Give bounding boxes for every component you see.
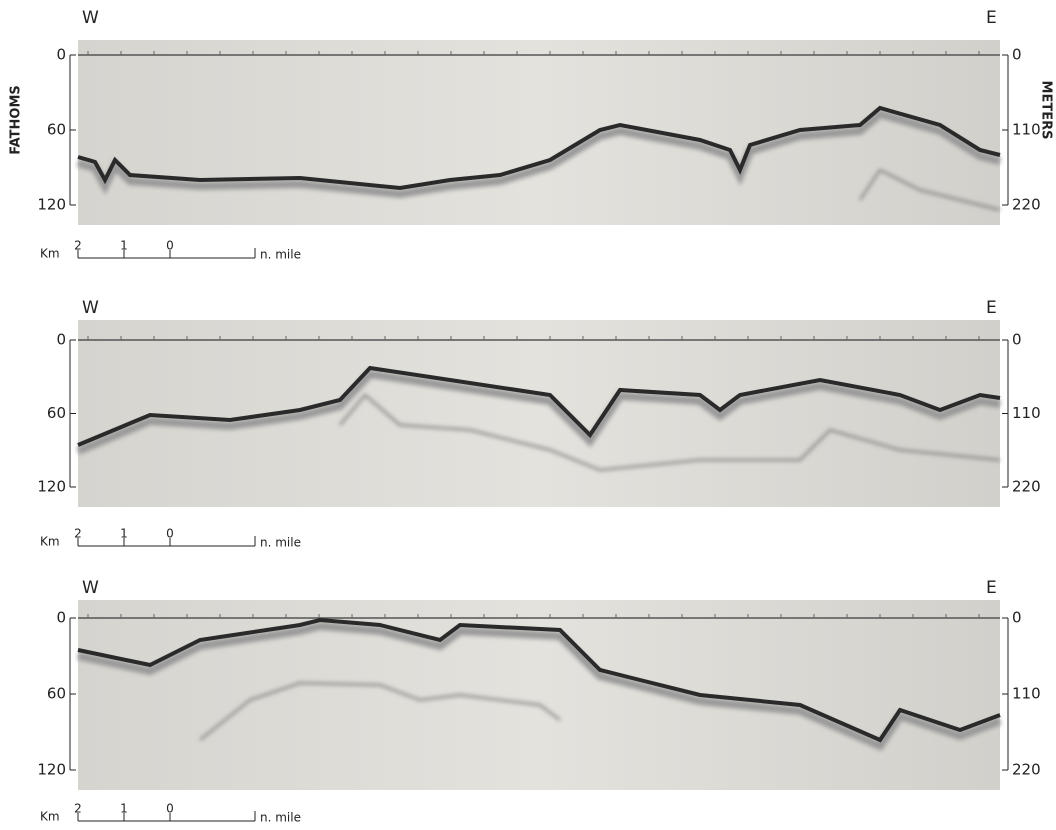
left-tick-label: 120 — [37, 478, 66, 496]
west-label: W — [82, 8, 99, 28]
figure: FATHOMS METERS WE0601200110220Km210n. mi… — [0, 0, 1056, 830]
east-label: E — [986, 8, 997, 28]
scale-km-label: 1 — [120, 527, 128, 541]
left-tick-label: 120 — [37, 196, 66, 214]
scale-unit: Km — [40, 247, 60, 261]
scale-km-label: 1 — [120, 239, 128, 253]
right-tick-label: 110 — [1012, 121, 1041, 139]
right-tick-label: 220 — [1012, 478, 1041, 496]
scale-unit: Km — [40, 535, 60, 549]
left-tick-label: 60 — [47, 685, 66, 703]
left-axis-label: FATHOMS — [9, 85, 24, 155]
scale-nmile-label: n. mile — [260, 248, 301, 262]
right-axis-label: METERS — [1039, 81, 1054, 140]
west-label: W — [82, 298, 99, 318]
left-tick-label: 60 — [47, 404, 66, 422]
right-tick-label: 0 — [1012, 609, 1022, 627]
right-tick-label: 0 — [1012, 331, 1022, 349]
right-tick-label: 110 — [1012, 685, 1041, 703]
scale-unit: Km — [40, 810, 60, 824]
east-label: E — [986, 578, 997, 598]
right-tick-label: 220 — [1012, 761, 1041, 779]
scale-km-label: 2 — [74, 239, 82, 253]
east-label: E — [986, 298, 997, 318]
scale-km-label: 2 — [74, 527, 82, 541]
scale-km-label: 2 — [74, 802, 82, 816]
scale-km-label: 0 — [166, 239, 174, 253]
scale-nmile-label: n. mile — [260, 536, 301, 550]
west-label: W — [82, 578, 99, 598]
left-tick-label: 0 — [56, 46, 66, 64]
left-tick-label: 120 — [37, 761, 66, 779]
right-tick-label: 110 — [1012, 404, 1041, 422]
right-tick-label: 0 — [1012, 46, 1022, 64]
left-tick-label: 0 — [56, 609, 66, 627]
left-tick-label: 0 — [56, 331, 66, 349]
record — [78, 320, 1000, 507]
scale-km-label: 0 — [166, 527, 174, 541]
left-tick-label: 60 — [47, 121, 66, 139]
scale-km-label: 0 — [166, 802, 174, 816]
scale-km-label: 1 — [120, 802, 128, 816]
right-tick-label: 220 — [1012, 196, 1041, 214]
scale-nmile-label: n. mile — [260, 811, 301, 825]
